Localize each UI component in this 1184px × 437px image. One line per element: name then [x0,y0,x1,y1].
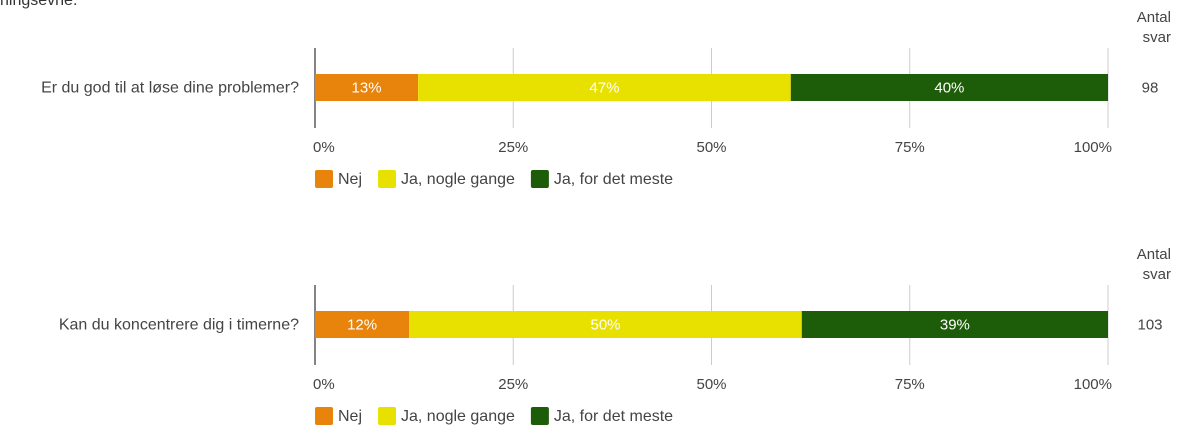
legend-item-ja-for-det-meste: Ja, for det meste [530,407,673,425]
legend-swatch [378,407,397,425]
legend-swatch [530,170,549,188]
category-label: Er du god til at løse dine problemer? [41,80,299,97]
data-label: 39% [940,317,970,334]
legend-label: Ja, nogle gange [401,171,515,188]
bar-segment-ja-nogle-gange [418,74,791,101]
stacked-bar-chart-concentration: Kan du koncentrere dig i timerne? 12% 50% 3… [0,237,1184,437]
bar-segment-nej [315,74,419,101]
x-tick-label: 75% [895,376,925,393]
x-tick-label: 25% [498,376,528,393]
legend-item-ja-for-det-meste: Ja, for det meste [530,170,673,188]
stacked-bar-chart-problem-solving: Er du god til at løse dine problemer? 13%… [0,0,1184,200]
count-header: Antal [1137,246,1171,263]
legend-label: Ja, for det meste [554,408,673,425]
chart-svg: Kan du koncentrere dig i timerne? 12% 50% 3… [59,246,1171,425]
x-tick-label: 25% [498,139,528,156]
bar-segment-ja-for-det-meste [801,311,1108,338]
bar-segment-nej [315,311,410,338]
data-label: 12% [347,317,377,334]
legend-label: Nej [338,171,362,188]
x-tick-label: 100% [1074,376,1112,393]
count-header: svar [1143,29,1171,46]
legend-swatch [315,170,333,188]
response-count: 98 [1142,80,1159,97]
legend-item-nej: Nej [315,407,362,425]
x-tick-label: 0% [313,376,335,393]
data-label: 47% [589,80,619,97]
x-tick-label: 75% [895,139,925,156]
data-label: 50% [590,317,620,334]
x-tick-label: 100% [1074,139,1112,156]
legend-swatch [315,407,333,425]
count-header: svar [1143,266,1171,283]
legend-item-ja-nogle-gange: Ja, nogle gange [378,407,515,425]
bar-segment-ja-nogle-gange [409,311,802,338]
x-tick-label: 0% [313,139,335,156]
response-count: 103 [1137,317,1162,334]
x-tick-label: 50% [696,139,726,156]
legend-swatch [378,170,397,188]
data-label: 13% [352,80,382,97]
count-header: Antal [1137,9,1171,26]
legend-swatch [530,407,549,425]
legend-item-ja-nogle-gange: Ja, nogle gange [378,170,515,188]
legend-label: Nej [338,408,362,425]
x-tick-label: 50% [696,376,726,393]
chart-svg: Er du god til at løse dine problemer? 13%… [41,9,1171,188]
top-caption: ningsevne. [0,0,78,9]
legend-label: Ja, nogle gange [401,408,515,425]
data-label: 40% [934,80,964,97]
category-label: Kan du koncentrere dig i timerne? [59,317,299,334]
legend-item-nej: Nej [315,170,362,188]
legend-label: Ja, for det meste [554,171,673,188]
bar-segment-ja-for-det-meste [790,74,1108,101]
